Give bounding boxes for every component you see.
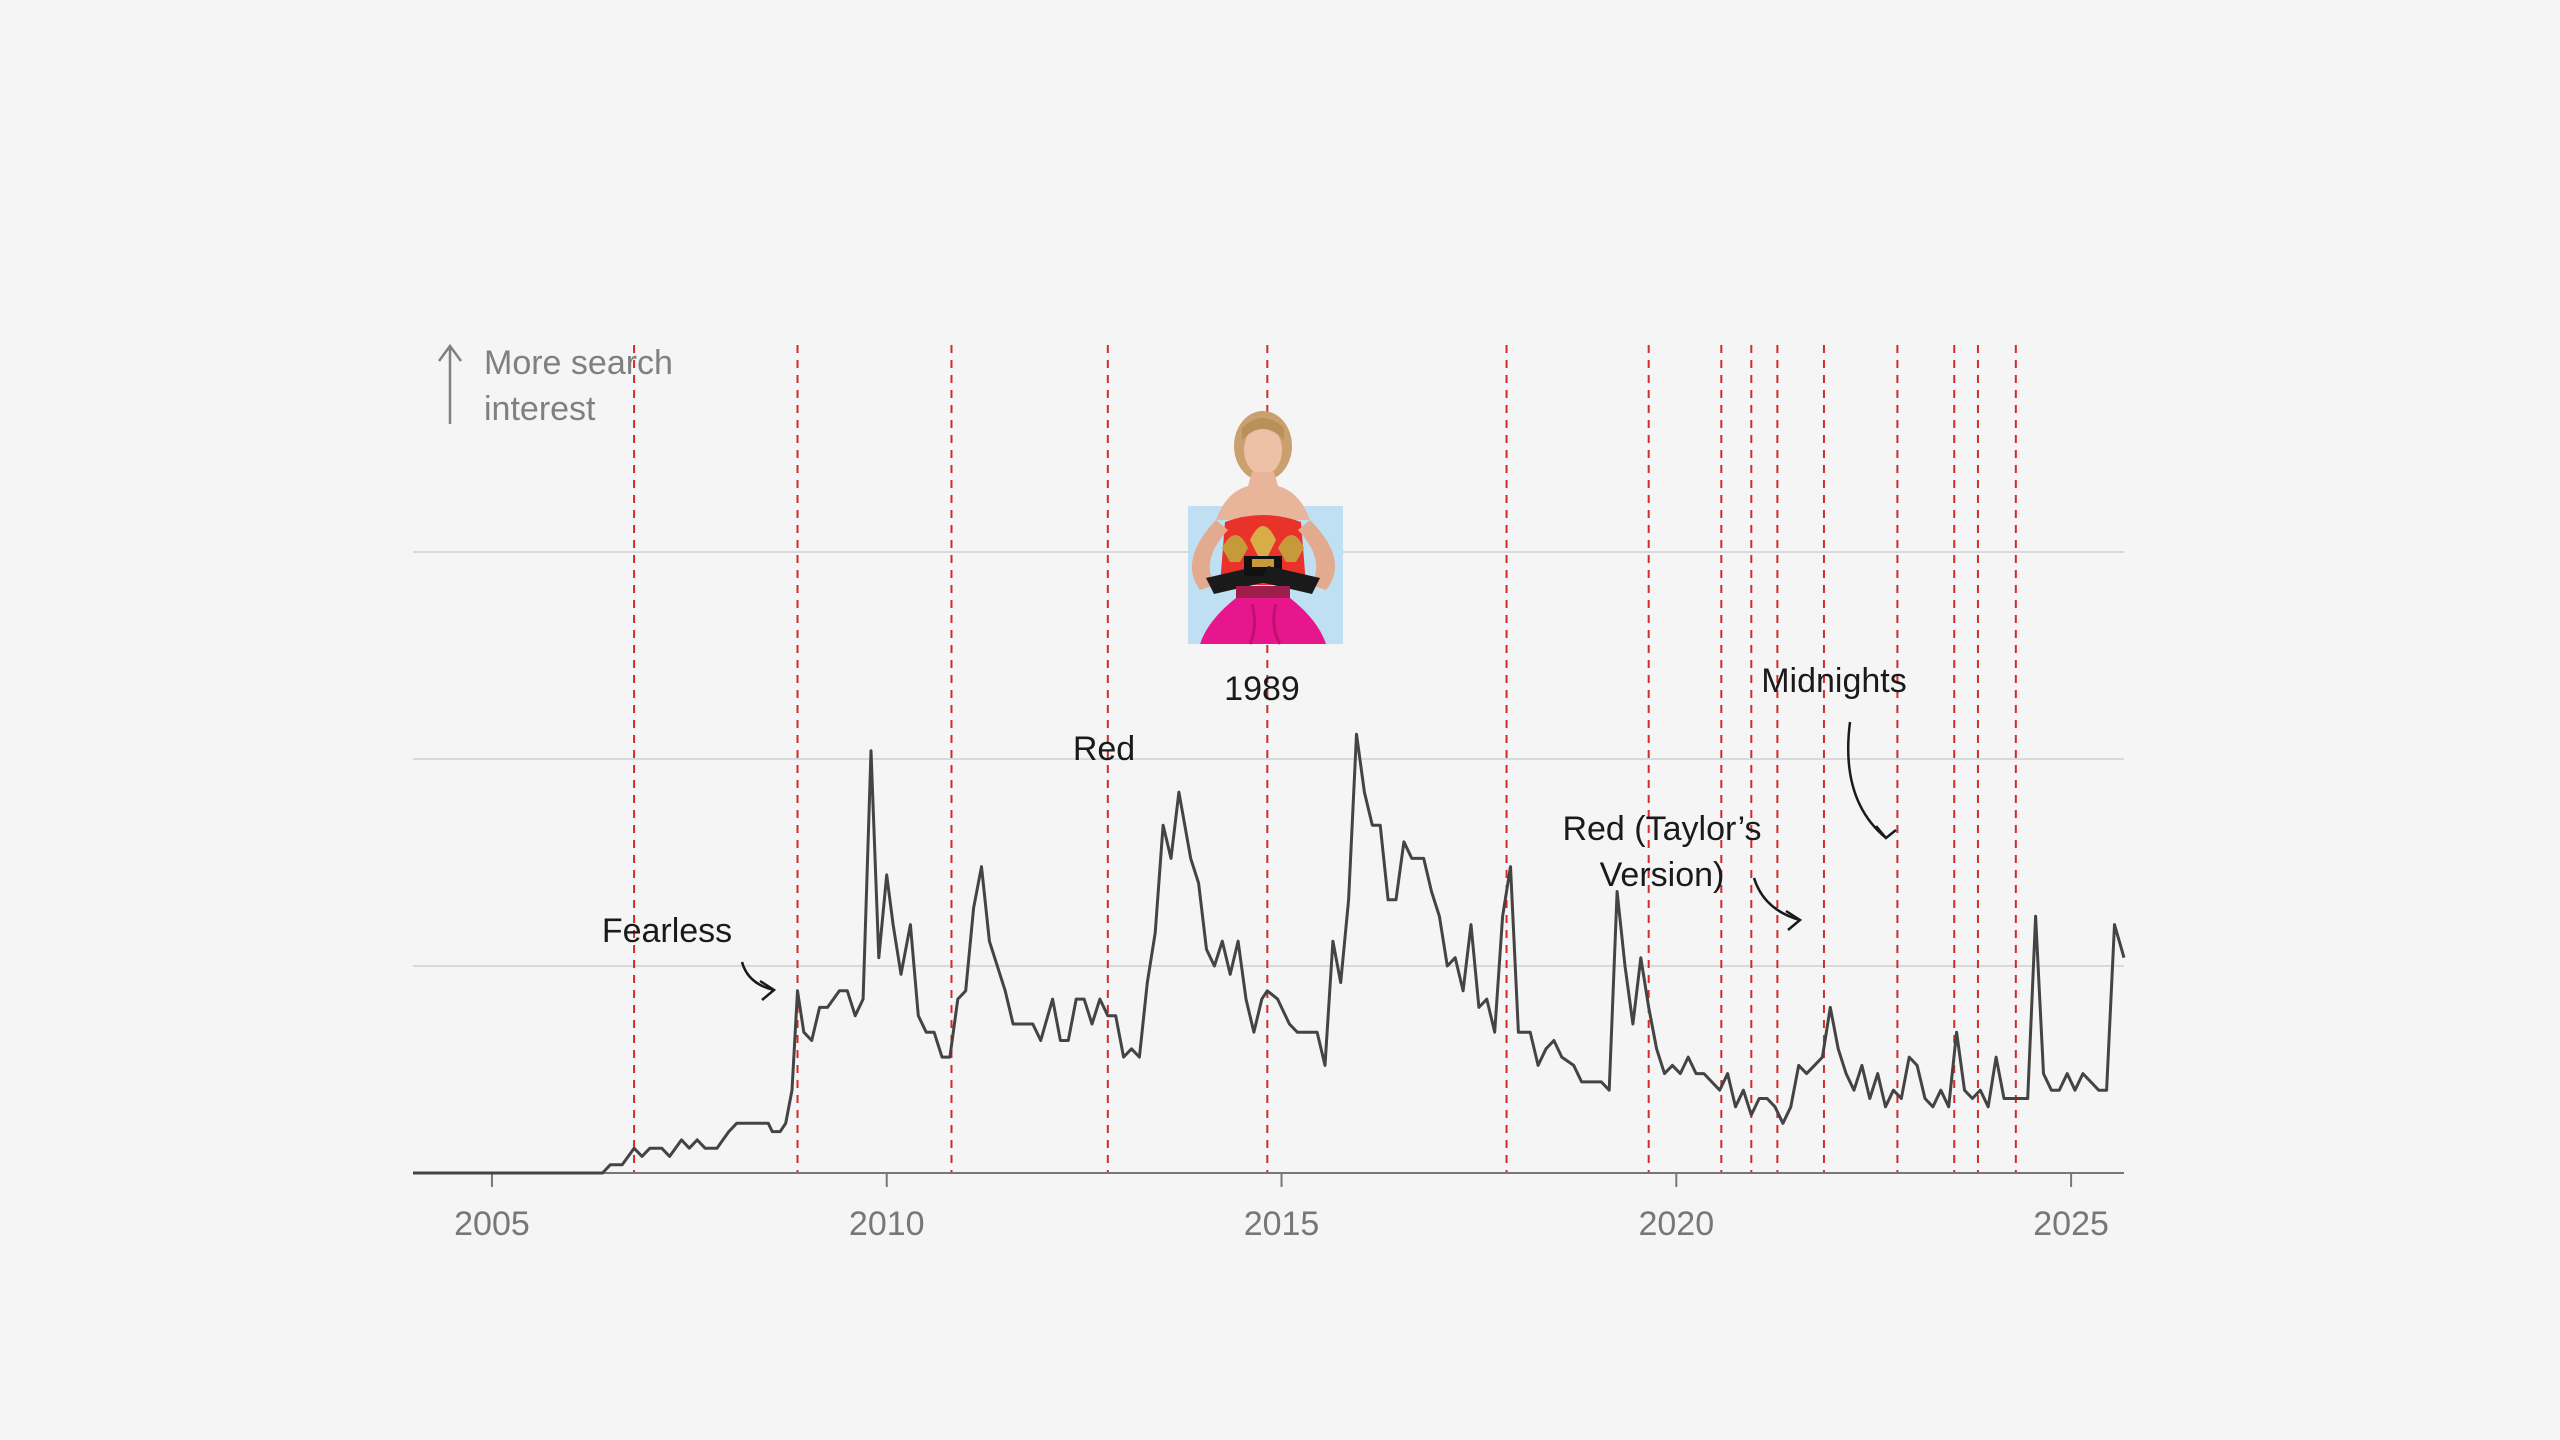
series-line-0 — [413, 732, 2126, 1175]
album-annotations: Fearless Red 1989 Red (Taylor’s Version) Midn… — [602, 662, 1907, 1001]
photo-left-arm — [1191, 520, 1228, 590]
annotation-label-3-1: Version) — [1600, 856, 1725, 894]
album-release-lines — [633, 345, 2017, 1173]
up-arrow-icon — [437, 343, 463, 424]
annotation-label-4-0: Midnights — [1761, 662, 1907, 700]
annotation-arrowhead-0 — [759, 979, 777, 1001]
x-tick-label-2025: 2025 — [2033, 1205, 2109, 1243]
annotation-label-3-0: Red (Taylor’s — [1562, 810, 1761, 848]
x-tick-label-2020: 2020 — [1638, 1205, 1714, 1243]
photo-right-arm — [1298, 520, 1335, 590]
x-tick-label-2005: 2005 — [454, 1205, 530, 1243]
y-axis-label-line-1: More search — [484, 344, 673, 382]
x-tick-label-2015: 2015 — [1244, 1205, 1320, 1243]
annotation-arrowhead-3 — [1785, 909, 1803, 931]
photo-fringe — [1242, 418, 1284, 440]
x-tick-label-2010: 2010 — [849, 1205, 925, 1243]
photo-skirt — [1200, 598, 1326, 644]
y-axis-note: More search interest — [437, 343, 673, 428]
photo-waist — [1236, 586, 1290, 598]
annotation-arrow-0 — [740, 961, 775, 992]
x-axis: 2005 2010 2015 2020 2025 — [413, 1172, 2124, 1243]
annotation-arrowhead-4 — [1875, 825, 1897, 840]
annotation-arrow-4 — [1846, 721, 1887, 839]
annotation-label-1-0: Red — [1073, 730, 1135, 768]
annotation-label-0-0: Fearless — [602, 912, 732, 950]
annotation-arrow-3 — [1752, 877, 1801, 922]
photo-skirt-fold — [1248, 603, 1282, 645]
photo-taylor-swift-grammys — [1188, 411, 1343, 645]
annotation-label-2-0: 1989 — [1224, 670, 1300, 708]
photo-shoulders — [1216, 472, 1310, 520]
photo-trophies — [1206, 526, 1320, 594]
photo-face — [1244, 425, 1282, 475]
search-interest-series — [413, 732, 2126, 1175]
y-axis-label-line-2: interest — [484, 390, 596, 428]
